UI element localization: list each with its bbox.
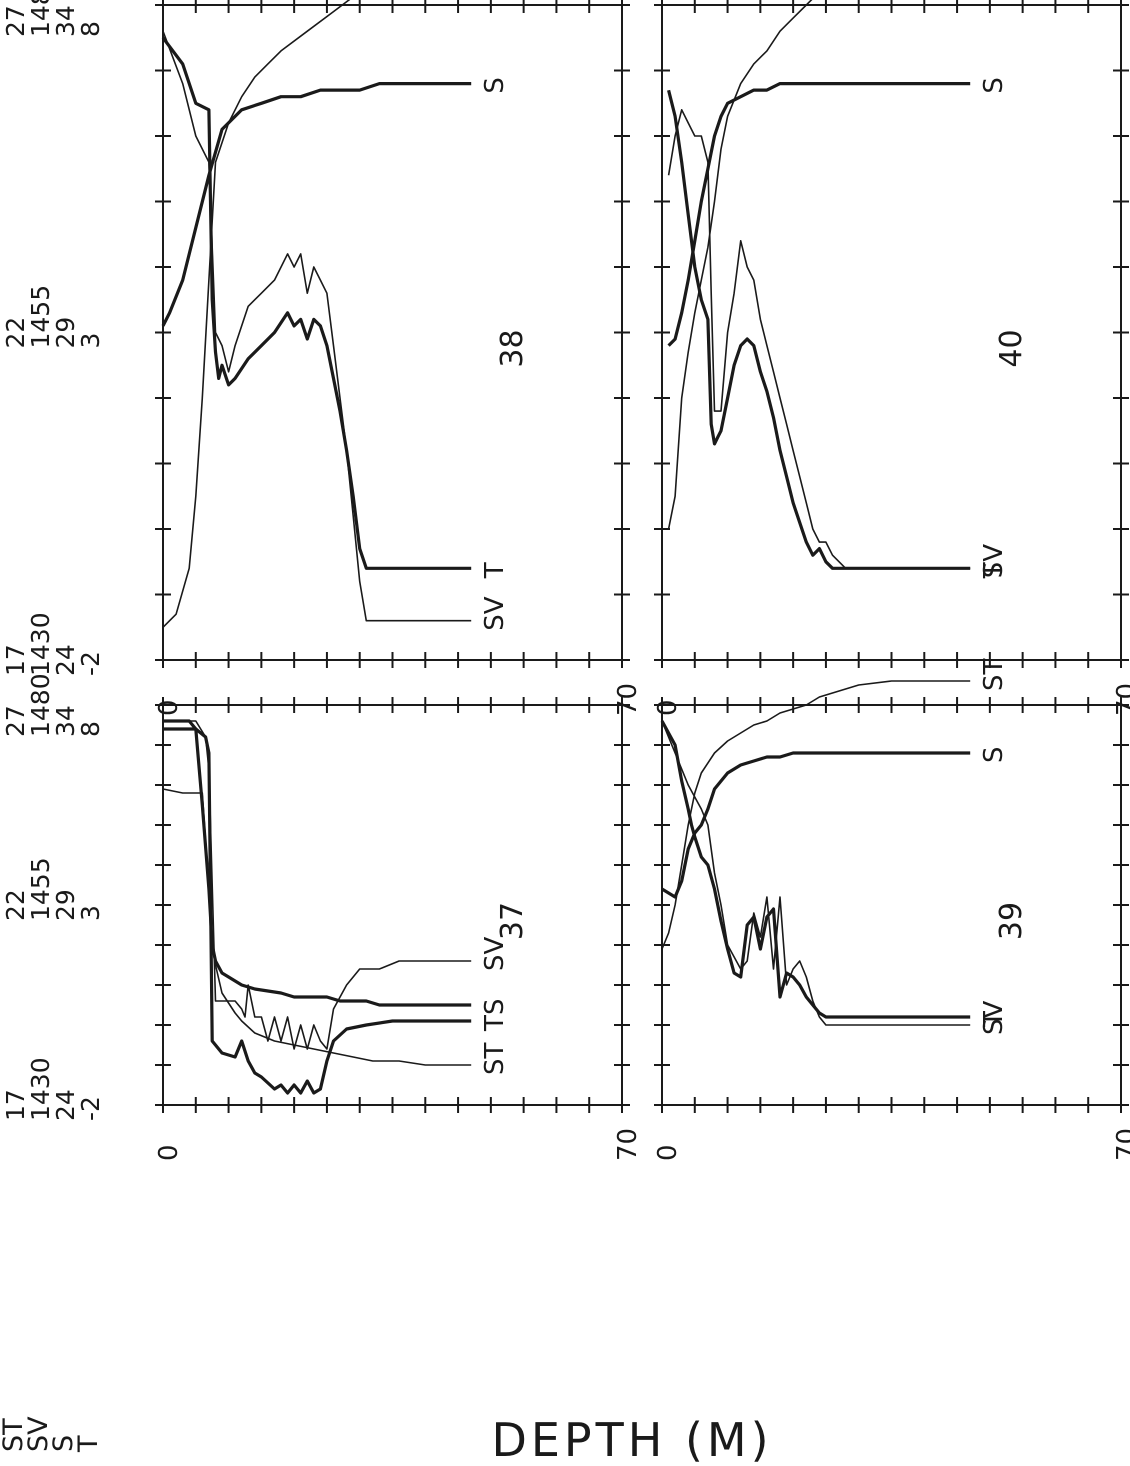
scale-label-s: 34 bbox=[51, 705, 80, 737]
scale-label-sv: 1430 bbox=[26, 612, 55, 676]
series-sv-line bbox=[162, 30, 472, 622]
scale-label-t: 8 bbox=[76, 21, 105, 37]
series-sv-label: SV bbox=[979, 544, 1009, 579]
series-st-label: ST bbox=[979, 658, 1009, 691]
axis-key-s: S bbox=[48, 1435, 79, 1452]
series-s-line bbox=[661, 751, 971, 899]
series-t-label: T bbox=[480, 562, 510, 579]
panel-number-label: 40 bbox=[994, 329, 1029, 367]
panel-40: 0 70 TSV S ST 40 bbox=[653, 0, 1130, 716]
series-s-label: S bbox=[480, 77, 510, 94]
series-t-line bbox=[163, 727, 472, 1095]
series-sv-line bbox=[661, 720, 971, 1026]
series-sv-line bbox=[163, 720, 472, 1050]
series-sv-label: SV bbox=[979, 1000, 1009, 1035]
series-t-label: T bbox=[480, 1015, 510, 1032]
depth-tick-label-0: 0 bbox=[653, 699, 683, 716]
series-st-line bbox=[667, 0, 813, 530]
scale-label-st: 17 bbox=[1, 1089, 30, 1121]
series-t-label: T bbox=[979, 562, 1009, 579]
panel-number-label: 38 bbox=[495, 329, 530, 367]
scale-label-sv: 1430 bbox=[26, 1057, 55, 1121]
scale-label-t: 3 bbox=[76, 905, 105, 921]
panel-frame bbox=[162, 704, 623, 1106]
scale-label-st: 27 bbox=[1, 705, 30, 737]
scale-label-t: -2 bbox=[76, 651, 105, 676]
series-st-line bbox=[661, 680, 971, 950]
scale-label-s: 29 bbox=[51, 889, 80, 921]
scale-label-st: 17 bbox=[1, 644, 30, 676]
axis-key-st: ST bbox=[0, 1418, 29, 1452]
depth-tick-label-0: 0 bbox=[154, 1144, 184, 1161]
series-s-line bbox=[667, 81, 971, 347]
panels-layer: 0 7017143024-2221455293271480348TSVSST370… bbox=[1, 0, 1130, 1161]
scale-label-s: 34 bbox=[51, 5, 80, 37]
series-s-label: S bbox=[979, 77, 1009, 94]
depth-tick-label-0: 0 bbox=[653, 1144, 683, 1161]
scale-label-t: 8 bbox=[76, 721, 105, 737]
series-t-label: T bbox=[979, 1011, 1009, 1028]
series-sv-line bbox=[667, 109, 971, 570]
series-s-label: S bbox=[480, 998, 510, 1015]
series-st-line bbox=[162, 0, 351, 628]
series-s-label: S bbox=[979, 746, 1009, 763]
depth-tick-label-70: 70 bbox=[1112, 683, 1130, 716]
scale-label-s: 24 bbox=[51, 1089, 80, 1121]
axis-key-sv: SV bbox=[23, 1416, 54, 1452]
series-sv-label: SV bbox=[480, 596, 510, 631]
scale-label-sv: 1480 bbox=[26, 673, 55, 737]
panel-frame bbox=[162, 4, 623, 661]
scale-label-st: 22 bbox=[1, 889, 30, 921]
panel-number-label: 37 bbox=[495, 902, 530, 940]
series-t-line bbox=[161, 36, 472, 570]
series-st-label: ST bbox=[480, 1042, 510, 1075]
scale-label-t: 3 bbox=[76, 333, 105, 349]
panel-39: 0 70 TSV S ST 39 bbox=[653, 658, 1130, 1161]
scale-label-sv: 1480 bbox=[26, 0, 55, 37]
scale-label-t: -2 bbox=[76, 1096, 105, 1121]
depth-tick-label-0: 0 bbox=[154, 699, 184, 716]
depth-tick-label-70: 70 bbox=[1112, 1128, 1130, 1161]
series-sv-label: SV bbox=[480, 936, 510, 971]
panel-frame bbox=[661, 704, 1122, 1106]
scale-label-sv: 1455 bbox=[26, 285, 55, 349]
depth-tick-label-70: 70 bbox=[613, 683, 643, 716]
axis-key-t: T bbox=[73, 1435, 104, 1453]
series-st-line bbox=[162, 788, 472, 1066]
depth-axis-label: DEPTH (M) bbox=[491, 1413, 772, 1466]
scale-label-s: 29 bbox=[51, 317, 80, 349]
series-t-line bbox=[667, 89, 971, 570]
panel-number-label: 39 bbox=[994, 902, 1029, 940]
scale-label-st: 22 bbox=[1, 317, 30, 349]
series-s-line bbox=[161, 81, 472, 327]
axis-key: ST SV S T bbox=[0, 1416, 104, 1453]
series-t-line bbox=[660, 720, 971, 1019]
scale-label-sv: 1455 bbox=[26, 857, 55, 921]
depth-tick-label-70: 70 bbox=[613, 1128, 643, 1161]
scale-label-s: 24 bbox=[51, 644, 80, 676]
scale-label-st: 27 bbox=[1, 5, 30, 37]
